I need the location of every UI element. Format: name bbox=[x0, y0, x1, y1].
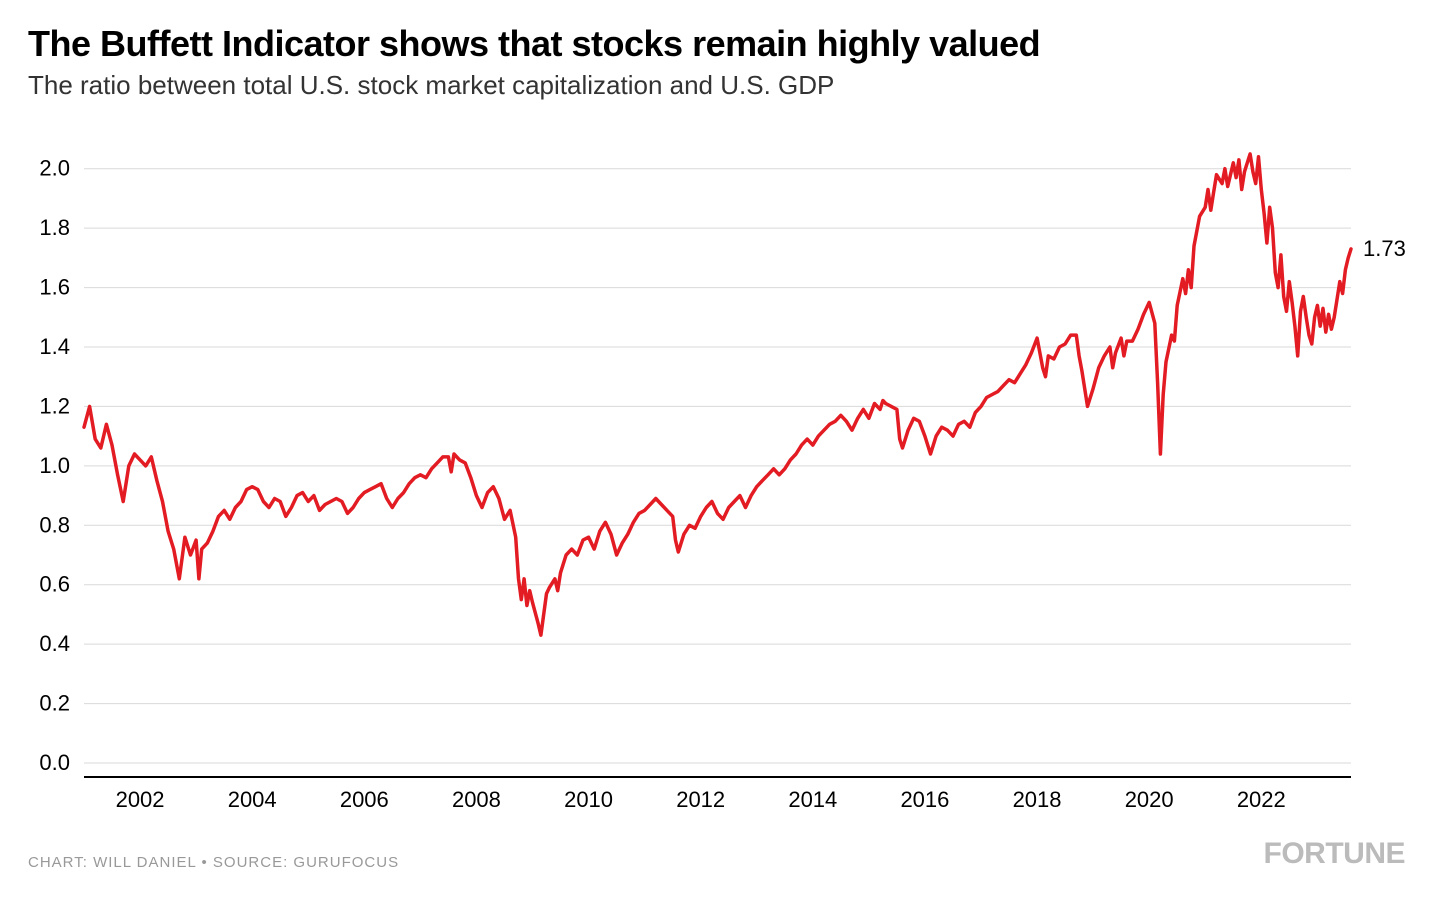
y-tick-label: 2.0 bbox=[39, 155, 70, 180]
chart-subtitle: The ratio between total U.S. stock marke… bbox=[28, 70, 1411, 101]
x-tick-label: 2004 bbox=[228, 787, 277, 809]
line-chart-svg: 0.0 0.2 0.4 0.6 0.8 1.0 1.2 1.4 1.6 1.8 2.0 2002 200… bbox=[28, 129, 1411, 809]
chart-card: The Buffett Indicator shows that stocks … bbox=[0, 0, 1439, 902]
chart-title: The Buffett Indicator shows that stocks … bbox=[28, 24, 1411, 64]
brand-logo: FORTUNE bbox=[1264, 837, 1406, 871]
y-tick-label: 1.8 bbox=[39, 215, 70, 240]
y-tick-label: 1.6 bbox=[39, 274, 70, 299]
y-tick-label: 1.2 bbox=[39, 393, 70, 418]
x-tick-label: 2010 bbox=[564, 787, 613, 809]
data-line bbox=[84, 153, 1351, 634]
y-tick-label: 1.0 bbox=[39, 452, 70, 477]
chart-credit: CHART: WILL DANIEL • SOURCE: GURUFOCUS bbox=[28, 854, 399, 871]
y-tick-label: 0.6 bbox=[39, 571, 70, 596]
y-tick-label: 0.4 bbox=[39, 631, 70, 656]
x-tick-label: 2002 bbox=[116, 787, 165, 809]
x-tick-label: 2008 bbox=[452, 787, 501, 809]
x-tick-label: 2022 bbox=[1237, 787, 1286, 809]
x-tick-label: 2006 bbox=[340, 787, 389, 809]
y-tick-label: 0.0 bbox=[39, 750, 70, 775]
y-tick-label: 1.4 bbox=[39, 334, 70, 359]
y-tick-label: 0.2 bbox=[39, 690, 70, 715]
x-tick-label: 2014 bbox=[788, 787, 837, 809]
end-value-label: 1.73 bbox=[1363, 236, 1406, 261]
x-tick-label: 2020 bbox=[1125, 787, 1174, 809]
chart-plot: 0.0 0.2 0.4 0.6 0.8 1.0 1.2 1.4 1.6 1.8 2.0 2002 200… bbox=[28, 129, 1411, 809]
x-tick-label: 2016 bbox=[900, 787, 949, 809]
chart-footer: CHART: WILL DANIEL • SOURCE: GURUFOCUS F… bbox=[28, 837, 1411, 871]
x-tick-label: 2012 bbox=[676, 787, 725, 809]
y-tick-label: 0.8 bbox=[39, 512, 70, 537]
x-tick-label: 2018 bbox=[1013, 787, 1062, 809]
